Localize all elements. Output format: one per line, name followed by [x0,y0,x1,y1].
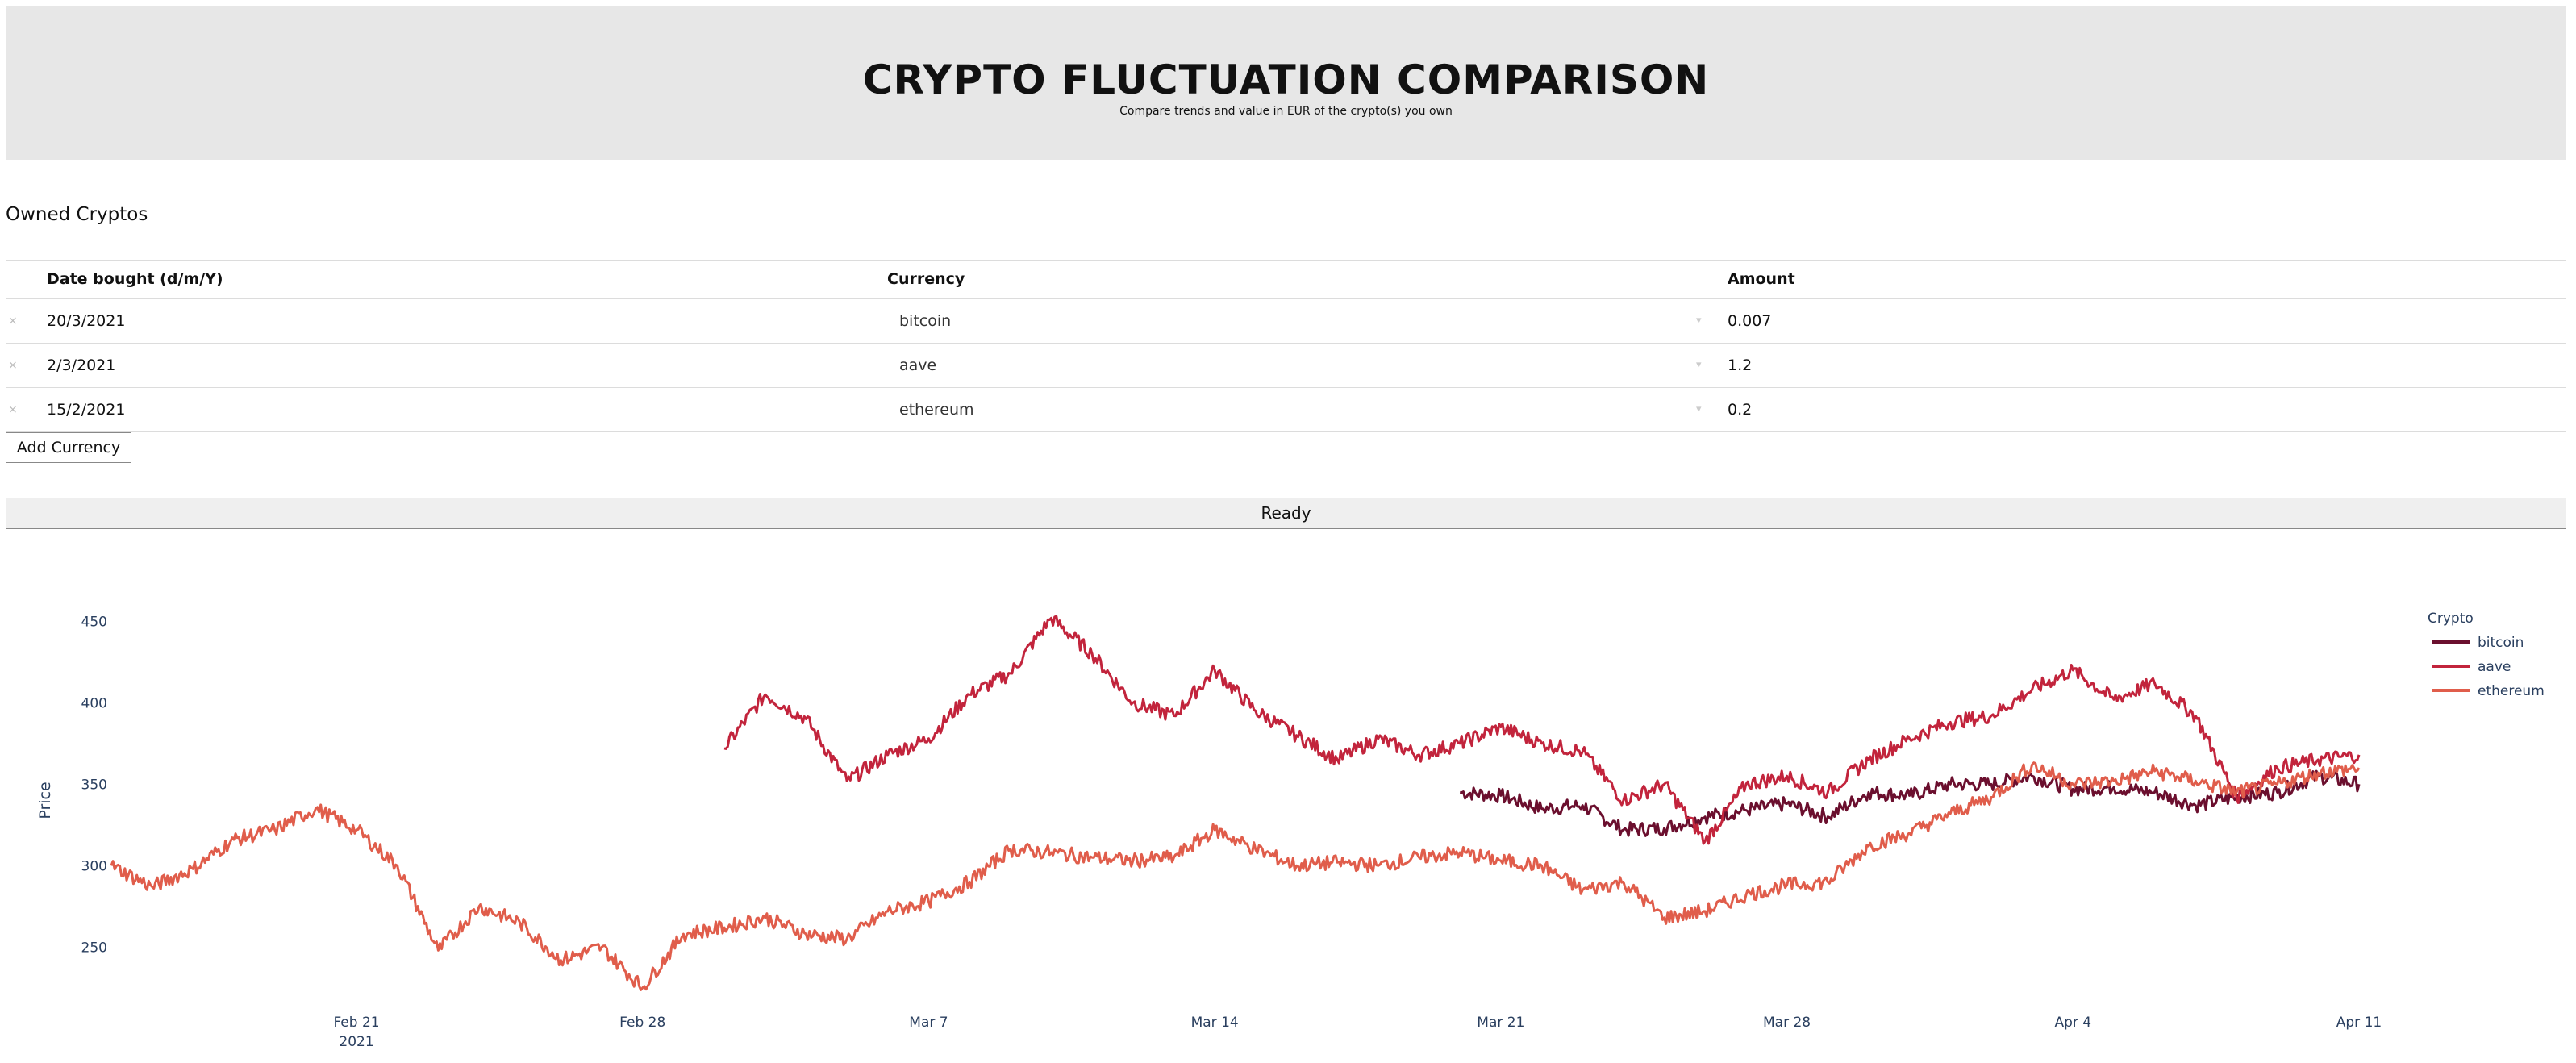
date-cell[interactable]: 2/3/2021 [47,356,116,374]
table-row: × 15/2/2021 ethereum ▾ 0.2 [6,387,2566,432]
x-tick-label: Mar 7 [909,1015,948,1031]
date-cell[interactable]: 15/2/2021 [47,401,126,419]
table-row: × 20/3/2021 bitcoin ▾ 0.007 [6,298,2566,343]
x-tick-label: Apr 4 [2054,1015,2091,1031]
date-cell[interactable]: 20/3/2021 [47,312,126,330]
x-tick-label: Apr 11 [2336,1015,2382,1031]
page-subtitle: Compare trends and value in EUR of the c… [1119,105,1453,118]
chevron-down-icon[interactable]: ▾ [1696,403,1702,415]
status-bar: Ready [6,498,2566,529]
x-tick-label: Mar 28 [1763,1015,1811,1031]
amount-cell[interactable]: 1.2 [1728,356,1753,374]
owned-cryptos-title: Owned Cryptos [6,204,148,225]
y-tick-label: 250 [81,940,107,956]
legend-label: aave [2478,659,2511,675]
x-tick-label: Feb 28 [619,1015,665,1031]
currency-select[interactable]: ethereum [899,401,974,419]
legend-label: bitcoin [2478,635,2524,651]
chevron-down-icon[interactable]: ▾ [1696,359,1702,371]
y-tick-label: 400 [81,695,107,711]
series-line-bitcoin [1459,769,2361,837]
y-tick-label: 450 [81,614,107,630]
legend-title: Crypto [2428,611,2474,627]
y-axis-title: Price [36,782,54,819]
table-header-row: Date bought (d/m/Y) Currency Amount [6,260,2566,298]
series-line-aave [723,615,2361,845]
delete-row-icon[interactable]: × [8,403,18,416]
y-tick-label: 350 [81,777,107,793]
table-row: × 2/3/2021 aave ▾ 1.2 [6,343,2566,387]
amount-cell[interactable]: 0.2 [1728,401,1753,419]
x-tick-sublabel: 2021 [339,1034,373,1050]
amount-cell[interactable]: 0.007 [1728,312,1772,330]
legend-label: ethereum [2478,683,2545,699]
x-tick-label: Mar 21 [1477,1015,1524,1031]
x-tick-label: Feb 21 [333,1015,379,1031]
column-header-date: Date bought (d/m/Y) [47,270,223,288]
y-tick-label: 300 [81,858,107,874]
delete-row-icon[interactable]: × [8,359,18,372]
owned-cryptos-table: Date bought (d/m/Y) Currency Amount × 20… [6,260,2566,432]
page-header: CRYPTO FLUCTUATION COMPARISON Compare tr… [6,6,2566,160]
add-currency-button[interactable]: Add Currency [6,432,131,463]
page-title: CRYPTO FLUCTUATION COMPARISON [862,56,1710,103]
x-tick-label: Mar 14 [1191,1015,1239,1031]
currency-select[interactable]: aave [899,356,937,374]
column-header-amount: Amount [1728,270,1795,288]
chevron-down-icon[interactable]: ▾ [1696,315,1702,327]
price-chart[interactable]: 250 300 350 400 450 Price Feb 21 2021 Feb 28 Mar … [0,565,2576,1063]
currency-select[interactable]: bitcoin [899,312,952,330]
column-header-currency: Currency [887,270,965,288]
series-line-ethereum [110,761,2361,991]
delete-row-icon[interactable]: × [8,315,18,327]
